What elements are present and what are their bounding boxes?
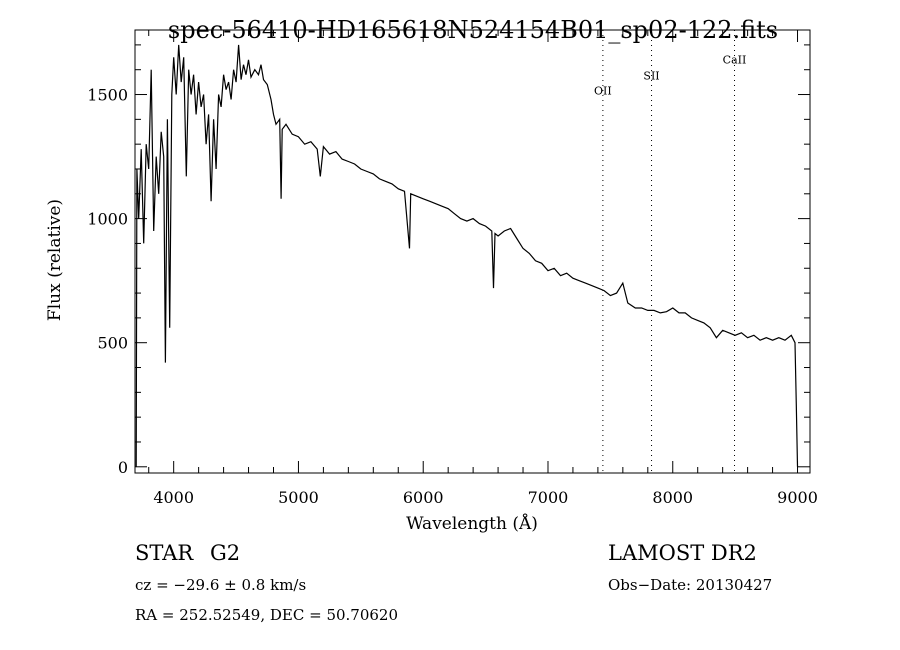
x-tick-label: 4000 xyxy=(153,488,194,507)
redshift-text: cz = −29.6 ± 0.8 km/s xyxy=(135,576,306,594)
spectrum-line xyxy=(135,44,799,467)
x-tick-label: 5000 xyxy=(278,488,319,507)
y-axis-label: Flux (relative) xyxy=(45,199,65,321)
x-axis-label: Wavelength (Å) xyxy=(406,513,538,534)
line-marker-label: OII xyxy=(594,85,612,98)
obs-date: Obs−Date: 20130427 xyxy=(608,576,772,594)
y-tick-label: 1000 xyxy=(87,210,128,229)
plot-area: OII SII CaII 4000 5000 6000 7000 8000 9000 0 500 10… xyxy=(87,29,818,507)
y-tick-label: 0 xyxy=(118,458,128,477)
line-marker-label: CaII xyxy=(723,54,747,67)
x-tick-label: 8000 xyxy=(652,488,693,507)
object-class: STAR xyxy=(135,541,194,565)
object-subclass: G2 xyxy=(210,541,240,565)
coordinates: RA = 252.52549, DEC = 50.70620 xyxy=(135,606,398,624)
x-tick-label: 7000 xyxy=(528,488,569,507)
x-tick-label: 9000 xyxy=(777,488,818,507)
plot-frame xyxy=(134,29,811,474)
line-marker-label: SII xyxy=(643,70,659,83)
y-tick-label: 500 xyxy=(97,334,128,353)
y-tick-label: 1500 xyxy=(87,86,128,105)
x-tick-label: 6000 xyxy=(403,488,444,507)
survey-name: LAMOST DR2 xyxy=(608,541,757,565)
